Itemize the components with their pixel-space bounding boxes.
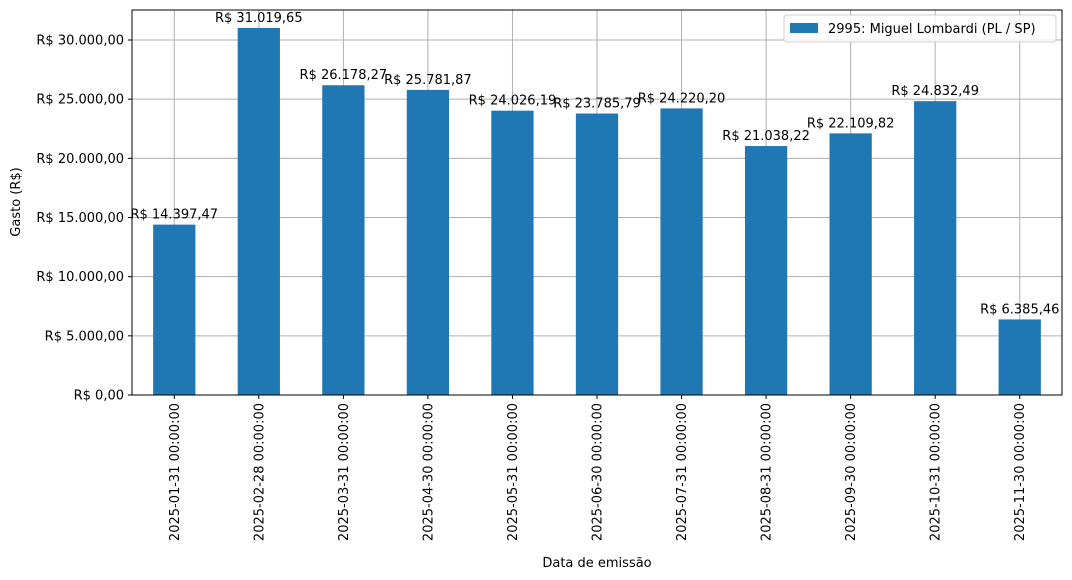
legend-box bbox=[783, 14, 1057, 43]
bar-value-label: R$ 26.178,27 bbox=[300, 68, 388, 83]
x-tick-label: 2025-04-30 00:00:00 bbox=[421, 403, 436, 541]
legend-label: 2995: Miguel Lombardi (PL / SP) bbox=[828, 22, 1036, 37]
x-tick-label: 2025-03-31 00:00:00 bbox=[337, 403, 352, 541]
y-tick-label: R$ 30.000,00 bbox=[36, 34, 124, 49]
legend-swatch bbox=[790, 23, 818, 33]
x-tick-label: 2025-08-31 00:00:00 bbox=[760, 403, 775, 541]
x-tick-label: 2025-07-31 00:00:00 bbox=[675, 403, 690, 541]
y-tick-label: R$ 10.000,00 bbox=[36, 270, 124, 285]
bar-value-labels: R$ 14.397,47R$ 31.019,65R$ 26.178,27R$ 2… bbox=[130, 11, 1059, 318]
x-tick-label: 2025-05-31 00:00:00 bbox=[506, 403, 521, 541]
bar-value-label: R$ 6.385,46 bbox=[980, 302, 1059, 317]
y-axis-title: Gasto (R$) bbox=[9, 167, 24, 236]
x-axis-ticks: 2025-01-31 00:00:00 2025-02-28 00:00:00 20… bbox=[168, 395, 1028, 541]
bar bbox=[998, 319, 1041, 395]
y-tick-label: R$ 5.000,00 bbox=[45, 329, 124, 344]
x-tick-label: 2025-10-31 00:00:00 bbox=[929, 403, 944, 541]
y-tick-label: R$ 0,00 bbox=[74, 389, 124, 404]
y-tick-label: R$ 20.000,00 bbox=[36, 152, 124, 167]
bar-value-label: R$ 24.026,19 bbox=[469, 94, 557, 109]
bar-value-label: R$ 24.832,49 bbox=[891, 84, 979, 99]
x-tick-label: 2025-09-30 00:00:00 bbox=[844, 403, 859, 541]
y-axis-ticks: R$ 0,00 R$ 5.000,00 R$ 10.000,00 R$ 15.000,… bbox=[36, 34, 132, 404]
y-tick-label: R$ 25.000,00 bbox=[36, 93, 124, 108]
bar bbox=[406, 89, 450, 395]
bar-value-label: R$ 14.397,47 bbox=[130, 208, 218, 223]
bar bbox=[744, 146, 788, 395]
bar-value-label: R$ 22.109,82 bbox=[807, 116, 895, 131]
x-tick-label: 2025-02-28 00:00:00 bbox=[252, 403, 267, 541]
x-tick-label: 2025-01-31 00:00:00 bbox=[168, 403, 183, 541]
bar-value-label: R$ 24.220,20 bbox=[638, 91, 726, 106]
bar bbox=[660, 108, 703, 396]
x-tick-label: 2025-11-30 00:00:00 bbox=[1013, 403, 1028, 541]
y-tick-label: R$ 15.000,00 bbox=[36, 211, 124, 226]
bar-value-label: R$ 23.785,79 bbox=[553, 97, 641, 112]
bar bbox=[575, 113, 619, 395]
bar bbox=[914, 101, 957, 395]
bar bbox=[491, 110, 534, 395]
x-axis-title: Data de emissão bbox=[542, 556, 651, 571]
bar bbox=[237, 27, 280, 395]
legend: 2995: Miguel Lombardi (PL / SP) bbox=[783, 14, 1057, 43]
bar-value-label: R$ 25.781,87 bbox=[384, 73, 472, 88]
bar-value-label: R$ 21.038,22 bbox=[722, 129, 810, 144]
bar bbox=[829, 133, 872, 395]
bar-value-label: R$ 31.019,65 bbox=[215, 11, 303, 26]
bar bbox=[322, 85, 365, 395]
bar bbox=[153, 224, 196, 395]
bars bbox=[153, 27, 1041, 396]
x-tick-label: 2025-06-30 00:00:00 bbox=[591, 403, 606, 541]
